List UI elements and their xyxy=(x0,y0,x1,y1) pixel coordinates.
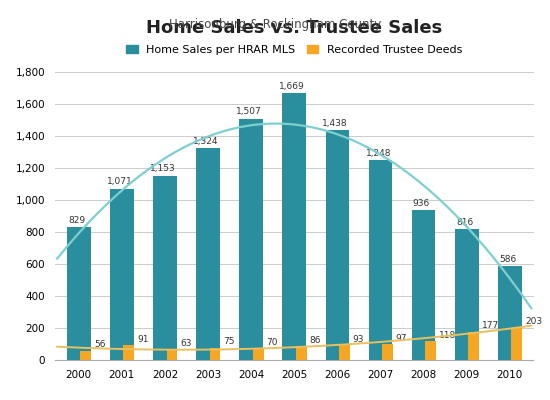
Text: 586: 586 xyxy=(499,255,516,264)
Bar xyxy=(382,344,393,360)
Text: 93: 93 xyxy=(353,334,364,344)
Text: 97: 97 xyxy=(396,334,407,343)
Text: Harrisonburg & Rockingham County: Harrisonburg & Rockingham County xyxy=(169,18,381,31)
Bar xyxy=(123,346,134,360)
Text: 936: 936 xyxy=(413,199,430,208)
Text: 1,438: 1,438 xyxy=(322,118,348,128)
Text: 1,669: 1,669 xyxy=(279,82,305,90)
Text: 63: 63 xyxy=(180,339,192,348)
Bar xyxy=(512,328,522,360)
Bar xyxy=(368,160,392,360)
Bar xyxy=(253,349,263,360)
Text: 118: 118 xyxy=(439,330,456,340)
Text: 75: 75 xyxy=(223,338,235,346)
Bar xyxy=(339,345,350,360)
Bar xyxy=(153,176,177,360)
Bar xyxy=(210,348,221,360)
Text: 91: 91 xyxy=(137,335,148,344)
Text: 1,248: 1,248 xyxy=(366,149,391,158)
Bar xyxy=(412,210,436,360)
Text: 56: 56 xyxy=(94,340,106,350)
Text: 816: 816 xyxy=(456,218,473,227)
Title: Home Sales vs. Trustee Sales: Home Sales vs. Trustee Sales xyxy=(146,19,442,37)
Bar xyxy=(326,130,349,360)
Bar xyxy=(468,332,479,360)
Legend: Home Sales per HRAR MLS, Recorded Trustee Deeds: Home Sales per HRAR MLS, Recorded Truste… xyxy=(122,40,466,59)
Bar xyxy=(167,350,177,360)
Text: 1,153: 1,153 xyxy=(150,164,175,173)
Text: 1,507: 1,507 xyxy=(236,108,262,116)
Bar xyxy=(455,230,478,360)
Bar xyxy=(196,148,220,360)
Text: 829: 829 xyxy=(68,216,85,225)
Text: 203: 203 xyxy=(525,317,542,326)
Bar xyxy=(498,266,521,360)
Text: 1,324: 1,324 xyxy=(193,137,219,146)
Text: 70: 70 xyxy=(266,338,278,347)
Bar xyxy=(80,351,91,360)
Text: 86: 86 xyxy=(310,336,321,345)
Bar xyxy=(282,93,306,360)
Bar xyxy=(425,341,436,360)
Text: 177: 177 xyxy=(482,321,499,330)
Bar xyxy=(67,227,91,360)
Bar xyxy=(239,119,263,360)
Text: 1,071: 1,071 xyxy=(107,177,133,186)
Bar xyxy=(110,189,134,360)
Bar xyxy=(296,346,307,360)
